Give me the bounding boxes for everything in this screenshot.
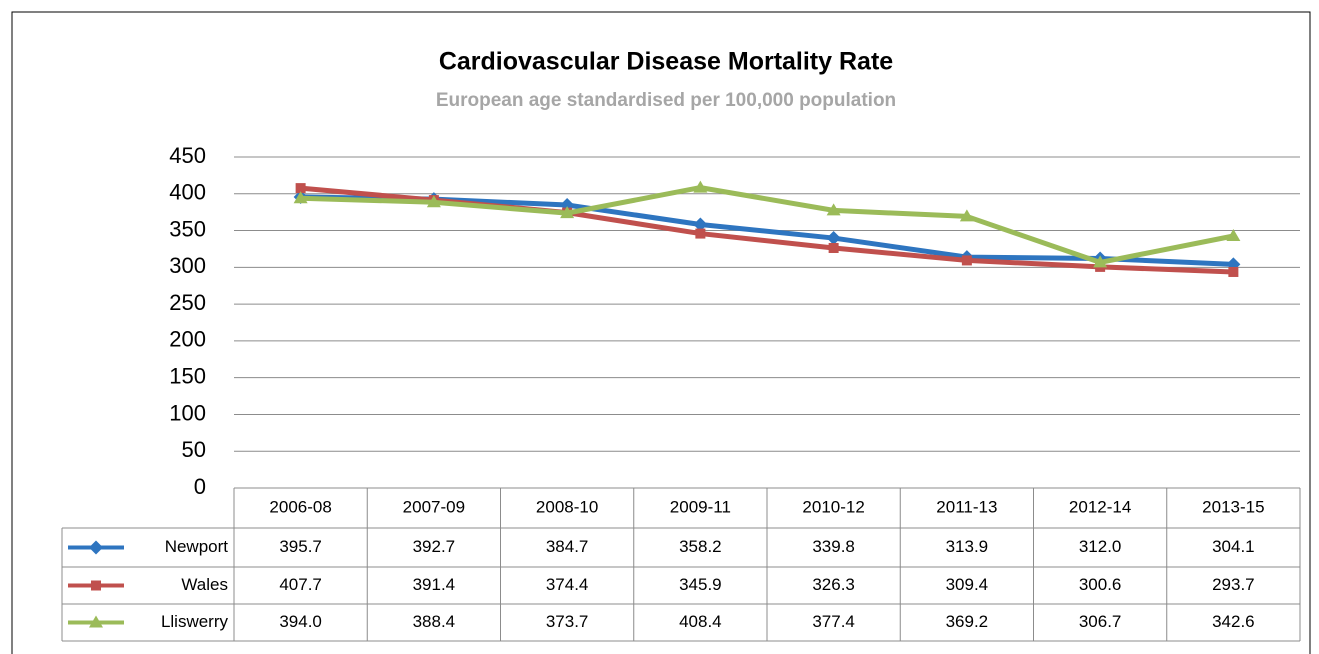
data-point — [560, 206, 575, 219]
y-tick-label: 350 — [169, 216, 206, 241]
table-cell: 313.9 — [946, 537, 989, 556]
data-point — [959, 209, 974, 222]
table-cell: 293.7 — [1212, 575, 1255, 594]
legend-label: Newport — [165, 537, 229, 556]
x-tick-label: 2008-10 — [536, 497, 598, 516]
data-point — [961, 255, 972, 266]
x-tick-label: 2011-13 — [936, 497, 997, 516]
data-point — [693, 217, 708, 232]
x-tick-label: 2012-14 — [1069, 497, 1131, 516]
table-cell: 358.2 — [679, 537, 722, 556]
series-line — [300, 185, 1234, 265]
y-tick-label: 200 — [169, 327, 206, 352]
legend-marker — [89, 540, 103, 555]
x-tick-label: 2006-08 — [269, 497, 331, 516]
y-tick-label: 0 — [194, 474, 206, 499]
y-tick-label: 50 — [182, 437, 206, 462]
table-cell: 369.2 — [946, 612, 989, 631]
data-point — [693, 180, 708, 193]
legend-marker — [91, 580, 101, 591]
table-cell: 306.7 — [1079, 612, 1122, 631]
table-cell: 408.4 — [679, 612, 722, 631]
table-cell: 374.4 — [546, 575, 589, 594]
x-tick-label: 2009-11 — [670, 497, 731, 516]
data-point — [1228, 266, 1239, 277]
y-tick-label: 400 — [169, 180, 206, 205]
table-cell: 342.6 — [1212, 612, 1255, 631]
y-tick-label: 450 — [169, 143, 206, 168]
data-point — [1226, 228, 1241, 241]
table-cell: 395.7 — [279, 537, 322, 556]
table-cell: 407.7 — [279, 575, 322, 594]
data-point — [826, 231, 841, 246]
table-cell: 339.8 — [812, 537, 855, 556]
table-cell: 309.4 — [946, 575, 989, 594]
legend-label: Lliswerry — [161, 612, 229, 631]
y-tick-label: 250 — [169, 290, 206, 315]
table-cell: 300.6 — [1079, 575, 1122, 594]
data-point — [1093, 255, 1108, 268]
y-tick-label: 150 — [169, 363, 206, 388]
table-cell: 312.0 — [1079, 537, 1122, 556]
x-tick-label: 2010-12 — [802, 497, 864, 516]
table-cell: 388.4 — [413, 612, 456, 631]
table-cell: 377.4 — [812, 612, 855, 631]
table-cell: 391.4 — [413, 575, 456, 594]
y-tick-label: 300 — [169, 253, 206, 278]
table-cell: 326.3 — [812, 575, 855, 594]
data-point — [695, 228, 706, 239]
chart-frame — [11, 11, 1311, 654]
chart-title: Cardiovascular Disease Mortality Rate — [439, 48, 893, 76]
data-point — [295, 183, 306, 194]
y-tick-label: 100 — [169, 400, 206, 425]
table-cell: 345.9 — [679, 575, 722, 594]
x-tick-label: 2007-09 — [403, 497, 465, 516]
table-cell: 304.1 — [1212, 537, 1255, 556]
x-tick-label: 2013-15 — [1202, 497, 1264, 516]
legend-label: Wales — [181, 575, 228, 594]
table-cell: 373.7 — [546, 612, 589, 631]
legend-marker — [89, 615, 103, 628]
data-point — [426, 195, 441, 208]
chart-subtitle: European age standardised per 100,000 po… — [436, 90, 896, 111]
data-point — [293, 191, 308, 204]
table-cell: 392.7 — [413, 537, 456, 556]
data-point — [826, 203, 841, 216]
data-point — [828, 242, 839, 253]
table-cell: 384.7 — [546, 537, 589, 556]
table-cell: 394.0 — [279, 612, 322, 631]
